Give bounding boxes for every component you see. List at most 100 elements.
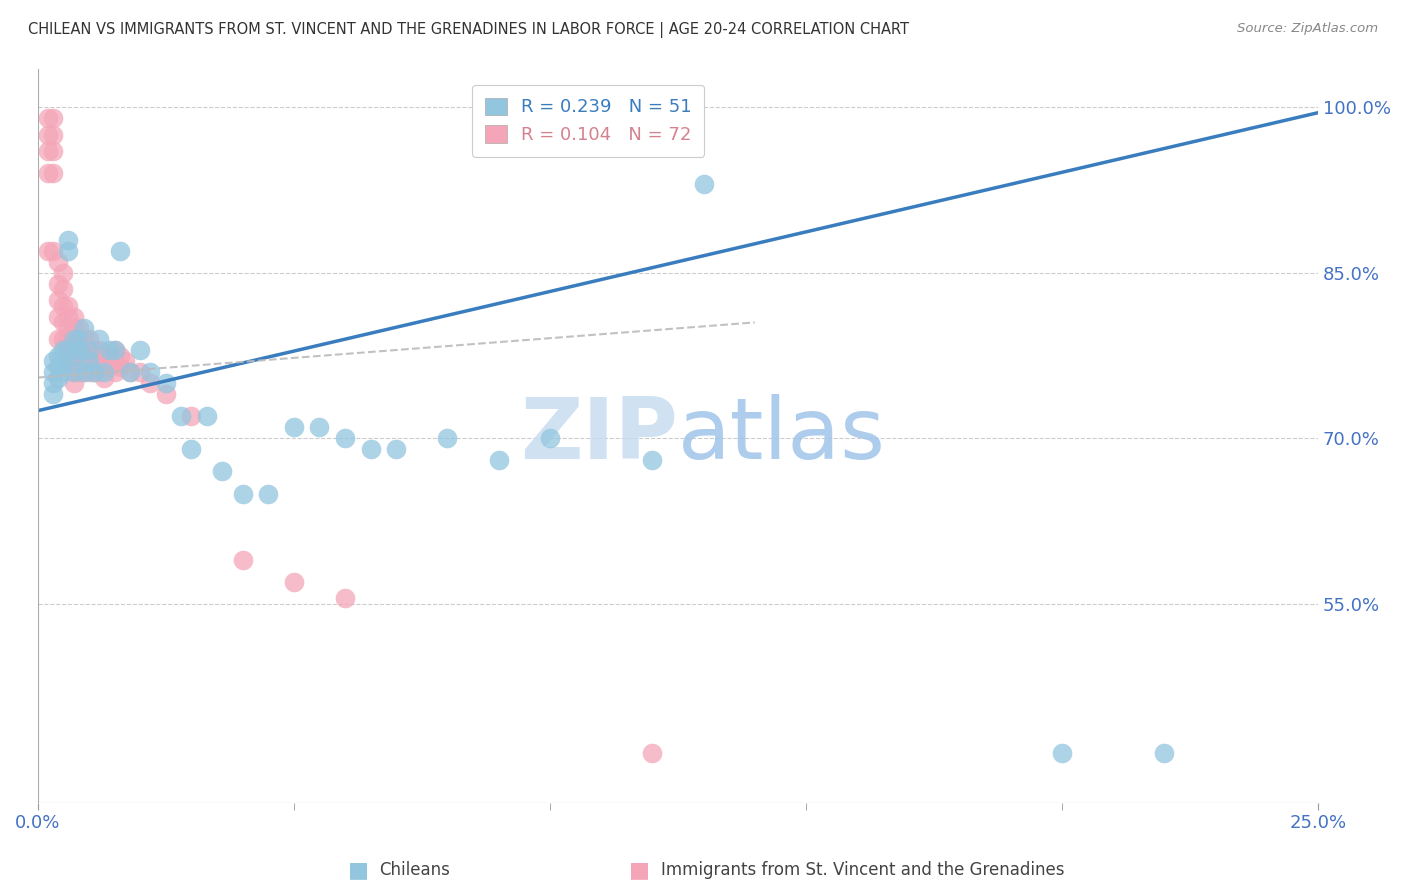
Point — [180, 442, 202, 457]
Point — [46, 310, 69, 324]
Point — [46, 359, 69, 374]
Point — [58, 233, 80, 247]
Point — [46, 332, 69, 346]
Point — [42, 145, 65, 159]
Point — [67, 354, 90, 368]
Point — [46, 349, 69, 363]
Point — [73, 365, 96, 379]
Point — [42, 244, 65, 258]
Point — [58, 321, 80, 335]
Point — [37, 244, 59, 258]
Point — [52, 343, 75, 357]
Point — [73, 354, 96, 368]
Point — [52, 354, 75, 368]
Point — [62, 365, 84, 379]
Point — [37, 112, 59, 126]
Point — [195, 409, 218, 424]
Point — [58, 332, 80, 346]
Point — [67, 332, 90, 346]
Point — [385, 442, 408, 457]
Point — [283, 574, 305, 589]
Text: Source: ZipAtlas.com: Source: ZipAtlas.com — [1237, 22, 1378, 36]
Point — [538, 431, 561, 445]
Point — [98, 349, 121, 363]
Point — [37, 128, 59, 142]
Point — [180, 409, 202, 424]
Text: ZIP: ZIP — [520, 394, 678, 477]
Point — [93, 359, 115, 374]
Point — [52, 315, 75, 329]
Point — [42, 112, 65, 126]
Point — [1050, 746, 1073, 760]
Point — [211, 465, 233, 479]
Point — [103, 343, 125, 357]
Point — [62, 343, 84, 357]
Point — [155, 376, 177, 391]
Point — [67, 343, 90, 357]
Point — [67, 332, 90, 346]
Point — [139, 376, 162, 391]
Point — [308, 420, 330, 434]
Point — [58, 354, 80, 368]
Point — [77, 343, 100, 357]
Point — [257, 486, 280, 500]
Point — [46, 277, 69, 291]
Text: Immigrants from St. Vincent and the Grenadines: Immigrants from St. Vincent and the Gren… — [661, 861, 1064, 879]
Point — [129, 365, 152, 379]
Text: ■: ■ — [630, 860, 650, 880]
Point — [77, 354, 100, 368]
Point — [93, 370, 115, 384]
Point — [333, 591, 356, 606]
Point — [83, 365, 105, 379]
Point — [616, 112, 638, 126]
Point — [77, 365, 100, 379]
Point — [93, 365, 115, 379]
Point — [52, 365, 75, 379]
Point — [103, 343, 125, 357]
Point — [93, 349, 115, 363]
Point — [42, 166, 65, 180]
Point — [83, 354, 105, 368]
Point — [62, 332, 84, 346]
Point — [73, 365, 96, 379]
Point — [46, 254, 69, 268]
Point — [488, 453, 510, 467]
Point — [42, 376, 65, 391]
Point — [108, 349, 131, 363]
Point — [641, 746, 664, 760]
Point — [641, 453, 664, 467]
Point — [58, 244, 80, 258]
Point — [103, 365, 125, 379]
Point — [58, 310, 80, 324]
Point — [333, 431, 356, 445]
Point — [98, 359, 121, 374]
Point — [129, 343, 152, 357]
Text: Chileans: Chileans — [380, 861, 450, 879]
Point — [52, 282, 75, 296]
Point — [103, 354, 125, 368]
Point — [139, 365, 162, 379]
Point — [89, 343, 111, 357]
Point — [62, 310, 84, 324]
Point — [108, 359, 131, 374]
Point — [67, 343, 90, 357]
Point — [73, 332, 96, 346]
Point — [692, 178, 714, 192]
Point — [89, 365, 111, 379]
Point — [1153, 746, 1175, 760]
Point — [360, 442, 382, 457]
Point — [436, 431, 458, 445]
Point — [58, 343, 80, 357]
Point — [77, 332, 100, 346]
Point — [62, 349, 84, 363]
Point — [58, 299, 80, 313]
Point — [46, 293, 69, 308]
Point — [52, 332, 75, 346]
Point — [232, 486, 254, 500]
Point — [42, 354, 65, 368]
Point — [89, 332, 111, 346]
Point — [89, 354, 111, 368]
Point — [62, 376, 84, 391]
Text: CHILEAN VS IMMIGRANTS FROM ST. VINCENT AND THE GRENADINES IN LABOR FORCE | AGE 2: CHILEAN VS IMMIGRANTS FROM ST. VINCENT A… — [28, 22, 910, 38]
Point — [77, 354, 100, 368]
